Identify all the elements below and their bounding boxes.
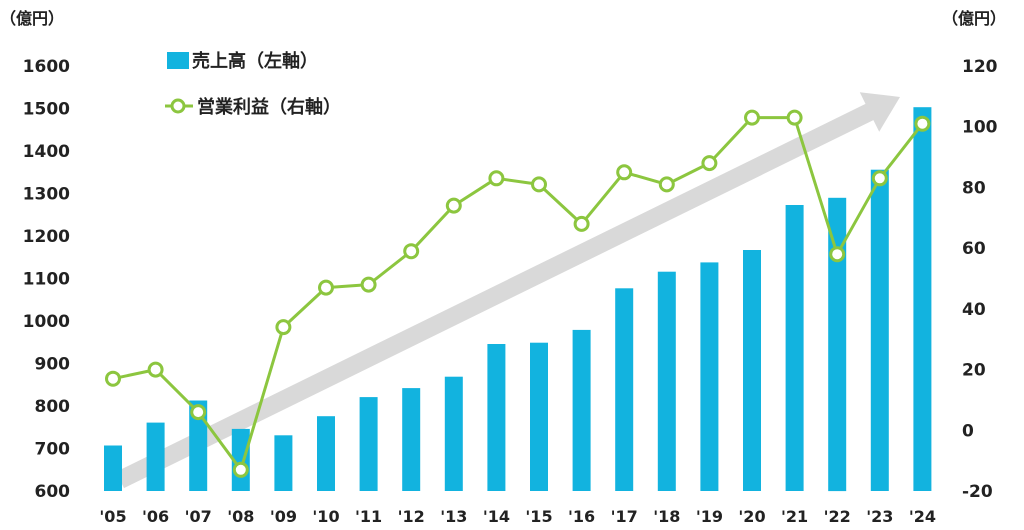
- profit-point: [573, 215, 590, 232]
- x-tick-label: '19: [696, 507, 723, 526]
- left-axis-unit: （億円）: [0, 9, 64, 28]
- profit-point: [190, 404, 207, 421]
- right-tick-label: 60: [962, 239, 986, 259]
- left-tick-label: 1000: [23, 312, 70, 332]
- right-tick-label: 20: [962, 361, 986, 381]
- sales-bar: [189, 400, 208, 491]
- profit-point: [360, 276, 377, 293]
- trend-arrow-layer: [116, 92, 900, 489]
- sales-bar: [828, 197, 847, 492]
- profit-point: [488, 170, 505, 187]
- left-tick-label: 600: [35, 482, 71, 502]
- sales-bar: [402, 388, 421, 491]
- left-tick-label: 1600: [23, 57, 70, 77]
- profit-point: [531, 176, 547, 193]
- right-tick-label: 80: [962, 178, 986, 198]
- profit-point: [105, 370, 121, 387]
- x-axis: '05 '06 '07 '08 '09 '10 '11 '12 '13 '14 '15 '16 '17 '…: [99, 507, 936, 526]
- line-layer: [105, 109, 931, 478]
- sales-bar: [317, 416, 335, 491]
- profit-point: [232, 461, 249, 478]
- sales-bar: [487, 344, 506, 491]
- legend: 売上高（左軸） 営業利益（右軸）: [165, 50, 341, 118]
- x-tick-label: '05: [99, 507, 126, 526]
- legend-sales-label: 売上高（左軸）: [192, 50, 318, 72]
- profit-point: [147, 361, 164, 378]
- profit-point: [275, 319, 292, 336]
- x-tick-label: '16: [568, 507, 595, 526]
- x-tick-label: '14: [483, 507, 510, 526]
- bars-layer: [104, 107, 932, 492]
- x-tick-label: '22: [824, 507, 851, 526]
- sales-bar: [572, 329, 591, 491]
- sales-bar: [146, 422, 165, 491]
- x-tick-label: '21: [781, 507, 808, 526]
- x-tick-label: '10: [312, 507, 339, 526]
- left-tick-label: 1500: [23, 100, 70, 120]
- profit-point: [744, 109, 760, 126]
- right-tick-label: 120: [962, 57, 998, 77]
- x-tick-label: '17: [611, 507, 638, 526]
- left-tick-label: 700: [35, 440, 71, 460]
- left-tick-label: 800: [35, 397, 71, 417]
- left-tick-label: 1100: [23, 270, 70, 290]
- left-tick-label: 1300: [23, 185, 70, 205]
- right-tick-label: -20: [962, 482, 993, 502]
- sales-bar: [444, 376, 463, 491]
- sales-bar: [530, 342, 548, 491]
- right-tick-label: 100: [962, 118, 998, 138]
- sales-bar: [359, 397, 378, 491]
- sales-bar: [785, 205, 804, 491]
- x-tick-label: '11: [355, 507, 382, 526]
- right-tick-label: 0: [962, 421, 974, 441]
- sales-bar: [913, 107, 932, 491]
- profit-point: [829, 246, 846, 263]
- profit-point: [914, 115, 931, 132]
- x-tick-label: '23: [866, 507, 893, 526]
- right-tick-label: 40: [962, 300, 986, 320]
- x-tick-label: '13: [440, 507, 467, 526]
- x-tick-label: '20: [738, 507, 765, 526]
- right-axis-unit: （億円）: [942, 9, 1006, 28]
- legend-profit-label: 営業利益（右軸）: [197, 96, 341, 118]
- profit-point: [871, 170, 888, 187]
- sales-bar: [657, 271, 676, 491]
- x-tick-label: '18: [653, 507, 680, 526]
- profit-point: [786, 109, 803, 126]
- trend-arrow: [116, 92, 900, 489]
- legend-line-marker: [170, 98, 186, 114]
- profit-point: [318, 279, 334, 296]
- left-axis: 1600 1500 1400 1300 1200 1100 1000 900 800 700 600: [23, 57, 70, 502]
- right-axis: 120 100 80 60 40 20 0 -20: [962, 57, 998, 502]
- sales-bar: [870, 169, 889, 491]
- x-tick-label: '15: [525, 507, 552, 526]
- x-tick-label: '09: [270, 507, 297, 526]
- x-tick-label: '06: [142, 507, 169, 526]
- x-tick-label: '07: [185, 507, 212, 526]
- profit-point: [616, 164, 633, 181]
- x-tick-label: '12: [398, 507, 425, 526]
- left-tick-label: 1400: [23, 142, 70, 162]
- sales-bar: [615, 288, 634, 491]
- sales-bar: [743, 250, 761, 491]
- profit-point: [658, 176, 675, 193]
- profit-point: [403, 243, 420, 260]
- x-tick-label: '08: [227, 507, 254, 526]
- legend-bar-swatch: [167, 52, 189, 69]
- profit-point: [445, 197, 462, 214]
- sales-bar: [274, 435, 293, 491]
- profit-point: [701, 155, 718, 172]
- left-tick-label: 1200: [23, 227, 70, 247]
- left-tick-label: 900: [35, 355, 71, 375]
- x-tick-label: '24: [909, 507, 936, 526]
- sales-bar: [700, 262, 719, 491]
- sales-bar: [104, 445, 122, 491]
